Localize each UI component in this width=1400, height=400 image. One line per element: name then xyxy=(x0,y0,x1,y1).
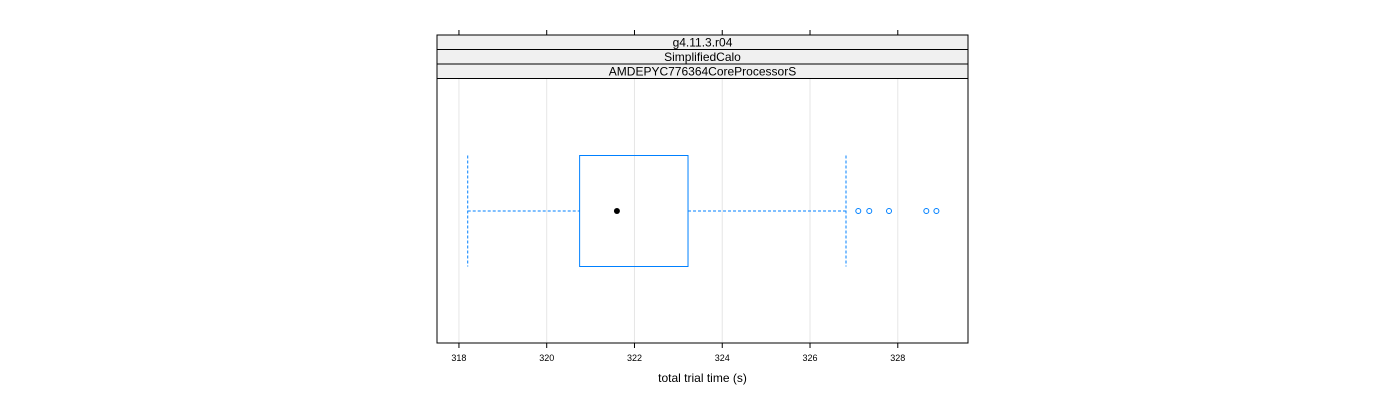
bottom-ticks xyxy=(458,343,899,348)
median-dot xyxy=(613,208,620,214)
strip-3-label: AMDEPYC776364CoreProcessorS xyxy=(609,65,796,79)
outlier-point-5 xyxy=(933,208,940,214)
tick-label-318: 318 xyxy=(451,353,466,363)
outlier-point-3 xyxy=(886,208,893,214)
box-iqr xyxy=(579,155,689,267)
top-ticks xyxy=(458,30,899,35)
x-axis-title: total trial time (s) xyxy=(658,371,747,385)
tick-label-320: 320 xyxy=(539,353,554,363)
strip-header: g4.11.3.r04 SimplifiedCalo AMDEPYC776364… xyxy=(436,34,969,79)
strip-2-label: SimplifiedCalo xyxy=(664,50,741,64)
tick-labels: 318 320 322 324 326 328 xyxy=(451,353,905,363)
tick-label-326: 326 xyxy=(803,353,818,363)
outlier-point-1 xyxy=(855,208,862,214)
outlier-point-4 xyxy=(923,208,930,214)
tick-label-322: 322 xyxy=(627,353,642,363)
boxplot xyxy=(467,155,940,267)
tick-label-324: 324 xyxy=(715,353,730,363)
panel-border xyxy=(436,34,969,344)
tick-label-328: 328 xyxy=(890,353,905,363)
outlier-point-2 xyxy=(866,208,873,214)
strip-1-label: g4.11.3.r04 xyxy=(673,36,733,50)
